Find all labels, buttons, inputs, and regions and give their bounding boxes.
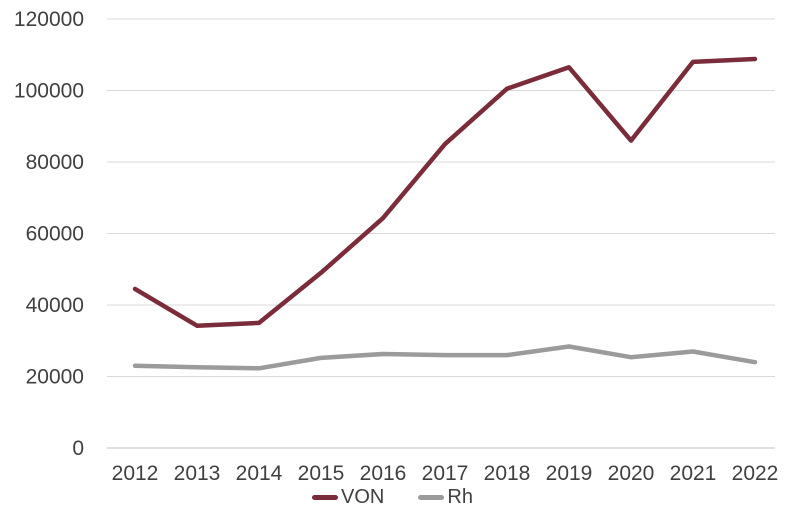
y-axis-tick-label: 60000 xyxy=(26,223,84,246)
y-axis-tick-label: 100000 xyxy=(14,80,84,103)
y-axis-tick-label: 120000 xyxy=(14,8,84,31)
x-axis-tick-label: 2021 xyxy=(670,462,717,485)
x-axis-tick-label: 2020 xyxy=(608,462,655,485)
x-axis-tick-label: 2014 xyxy=(236,462,283,485)
x-axis-tick-label: 2019 xyxy=(546,462,593,485)
x-axis-tick-label: 2017 xyxy=(422,462,469,485)
series-line-rh xyxy=(132,344,758,371)
legend-label-von: VON xyxy=(341,486,385,508)
legend: VON Rh xyxy=(0,484,785,510)
legend-item-rh: Rh xyxy=(418,484,473,510)
y-axis-tick-label: 20000 xyxy=(26,366,84,389)
x-axis-tick-label: 2012 xyxy=(112,462,159,485)
y-axis-tick-label: 80000 xyxy=(26,151,84,174)
legend-item-von: VON xyxy=(312,484,384,510)
x-axis-tick-label: 2015 xyxy=(298,462,345,485)
series-line-von xyxy=(132,56,758,328)
x-axis-tick-label: 2013 xyxy=(174,462,221,485)
y-axis-tick-label: 0 xyxy=(72,437,84,460)
x-axis-tick-label: 2022 xyxy=(732,462,779,485)
legend-label-rh: Rh xyxy=(447,486,473,508)
von-series-marker-icon xyxy=(312,494,339,500)
x-axis-tick-label: 2016 xyxy=(360,462,407,485)
x-axis-tick-label: 2018 xyxy=(484,462,531,485)
y-axis-tick-label: 40000 xyxy=(26,294,84,317)
rh-series-marker-icon xyxy=(418,494,445,500)
